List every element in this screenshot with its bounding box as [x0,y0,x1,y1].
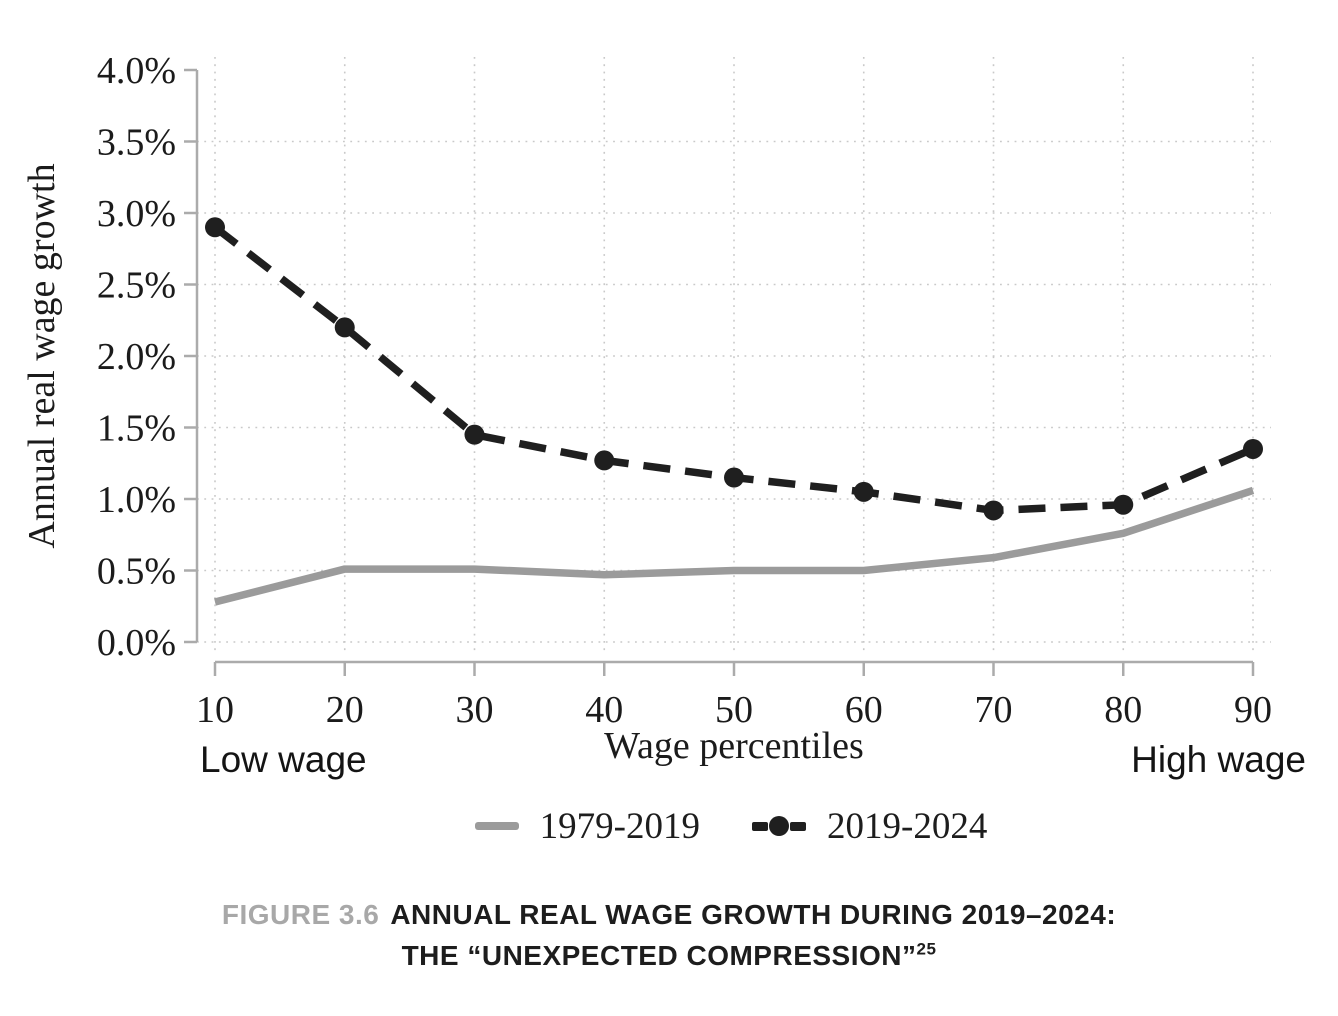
x-axis-title: Wage percentiles [604,725,864,767]
data-point-marker-2019-2024 [724,467,744,488]
x-tick-label: 60 [845,689,883,731]
wage-growth-chart: 0.0% 0.5% 1.0% 1.5% 2.0% 2.5% 3.0% 3.5% 4.0% 10 20… [21,50,1306,780]
legend-dash-segment [752,821,768,831]
caption-title-line1: ANNUAL REAL WAGE GROWTH DURING 2019–2024… [390,899,1117,930]
legend-dash-segment [790,821,806,831]
legend-swatch-solid-line [474,822,519,830]
legend-label: 1979-2019 [539,805,700,847]
figure-caption: FIGURE 3.6 ANNUAL REAL WAGE GROWTH DURING… [0,894,1338,976]
data-point-marker-2019-2024 [983,500,1004,521]
data-point-marker-2019-2024 [464,424,485,445]
x-tick-label: 50 [715,689,753,731]
y-tick-label: 4.0% [97,50,176,92]
y-tick-label: 3.5% [97,122,176,164]
x-tick-label: 30 [456,689,494,731]
footnote-reference: 25 [916,939,937,959]
high-wage-label: High wage [1131,739,1306,780]
caption-line-1: FIGURE 3.6 ANNUAL REAL WAGE GROWTH DURING… [0,894,1338,935]
legend-dot-marker [769,816,789,836]
y-tick-label: 2.5% [97,265,176,307]
y-axis-title: Annual real wage growth [21,163,63,548]
caption-line-2: THE “UNEXPECTED COMPRESSION”25 [0,935,1338,976]
y-tick-label: 1.0% [97,479,176,521]
x-tick-label: 70 [975,689,1013,731]
data-point-marker-2019-2024 [205,217,225,238]
x-tick-label: 20 [326,689,364,731]
y-tick-label: 2.0% [97,336,176,378]
data-point-marker-2019-2024 [594,450,615,471]
data-point-marker-2019-2024 [1243,438,1263,459]
plot-area: 0.0% 0.5% 1.0% 1.5% 2.0% 2.5% 3.0% 3.5% 4.0% 10 20… [97,50,1272,731]
x-tick-label: 10 [196,689,234,731]
data-point-marker-2019-2024 [1113,494,1134,515]
low-wage-label: Low wage [200,739,367,780]
figure-number: FIGURE 3.6 [221,899,380,930]
legend-label: 2019-2024 [827,805,988,847]
y-tick-label: 0.5% [97,551,176,593]
y-tick-label: 1.5% [97,408,176,450]
y-tick-label: 3.0% [97,193,176,235]
chart-legend: 1979-2019 2019-2024 [62,800,1338,852]
legend-item-1979-2019: 1979-2019 [474,805,700,848]
x-tick-label: 90 [1234,689,1272,731]
data-point-marker-2019-2024 [334,317,355,338]
legend-swatch-dashed-line [752,816,806,836]
series-line-1979-2019 [214,486,1255,606]
caption-title-line2: THE “UNEXPECTED COMPRESSION” [401,940,917,971]
legend-item-2019-2024: 2019-2024 [752,805,987,848]
y-tick-label: 0.0% [97,622,176,664]
x-tick-label: 80 [1104,689,1142,731]
data-point-marker-2019-2024 [853,481,874,502]
x-tick-label: 40 [585,689,623,731]
